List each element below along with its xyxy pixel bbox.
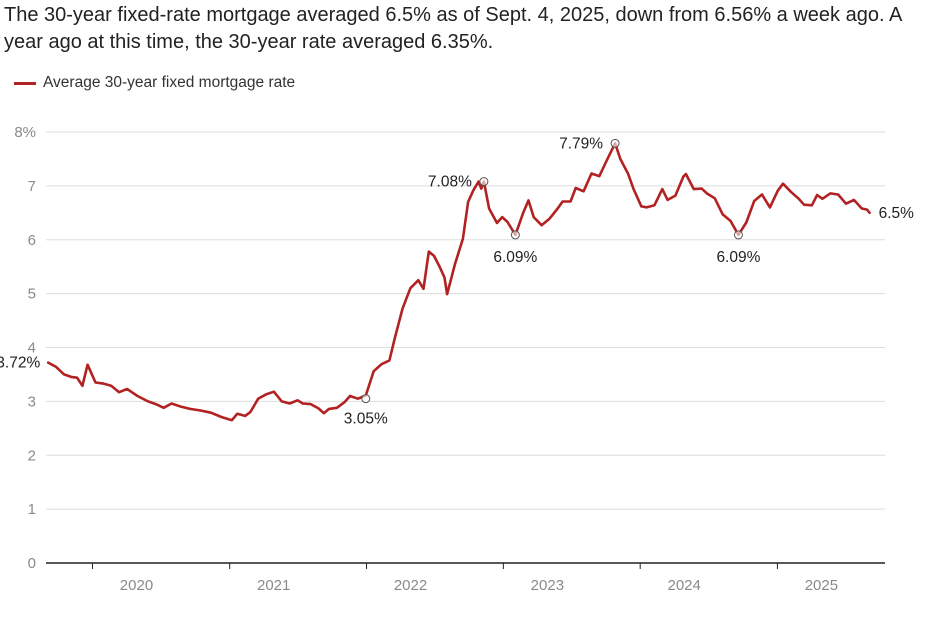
annotation-label: 6.09% (716, 249, 760, 266)
gridlines (46, 131, 885, 510)
y-tick-label: 2 (28, 447, 36, 464)
annotation-marker (361, 394, 371, 404)
y-tick-label: 4 (28, 340, 36, 357)
chart-headline: The 30-year fixed-rate mortgage averaged… (4, 4, 902, 53)
y-tick-label: 7 (28, 178, 36, 195)
y-tick-label: 6 (28, 232, 36, 249)
y-tick-label: 5 (28, 286, 36, 303)
annotation-marker (510, 230, 520, 240)
chart-legend: Average 30-year fixed mortgage rate (14, 74, 295, 92)
annotations: 3.72% 3.05% 7.08% 6.09% 7.79% 6.09% 6.5% (0, 135, 914, 427)
annotation-label: 3.05% (344, 411, 388, 428)
x-axis-ticks: 2020 2021 2022 2023 2024 2025 (91, 563, 838, 594)
y-tick-label: 0 (28, 555, 36, 572)
y-tick-label: 1 (28, 501, 36, 518)
y-tick-label: 8% (14, 124, 36, 141)
annotation-label: 6.09% (493, 249, 537, 266)
annotation-label: 7.08% (428, 174, 472, 191)
x-tick-label: 2020 (120, 577, 153, 594)
annotation-label: 3.72% (0, 355, 40, 372)
y-tick-label: 3 (28, 393, 36, 410)
x-tick-label: 2024 (668, 577, 701, 594)
annotation-label: 7.79% (559, 135, 603, 152)
annotation-marker (479, 177, 489, 187)
y-axis-ticks: 0 1 2 3 4 5 6 7 8% (14, 124, 36, 572)
series-line-30yr-rate (46, 142, 871, 422)
legend-label: Average 30-year fixed mortgage rate (43, 74, 296, 91)
x-tick-label: 2022 (394, 577, 427, 594)
annotation-marker (610, 138, 620, 148)
x-tick-label: 2021 (257, 577, 290, 594)
annotation-marker (733, 230, 743, 240)
x-tick-label: 2025 (805, 577, 838, 594)
annotation-label: 6.5% (879, 205, 915, 222)
x-tick-label: 2023 (531, 577, 564, 594)
legend-line-swatch (14, 81, 36, 85)
